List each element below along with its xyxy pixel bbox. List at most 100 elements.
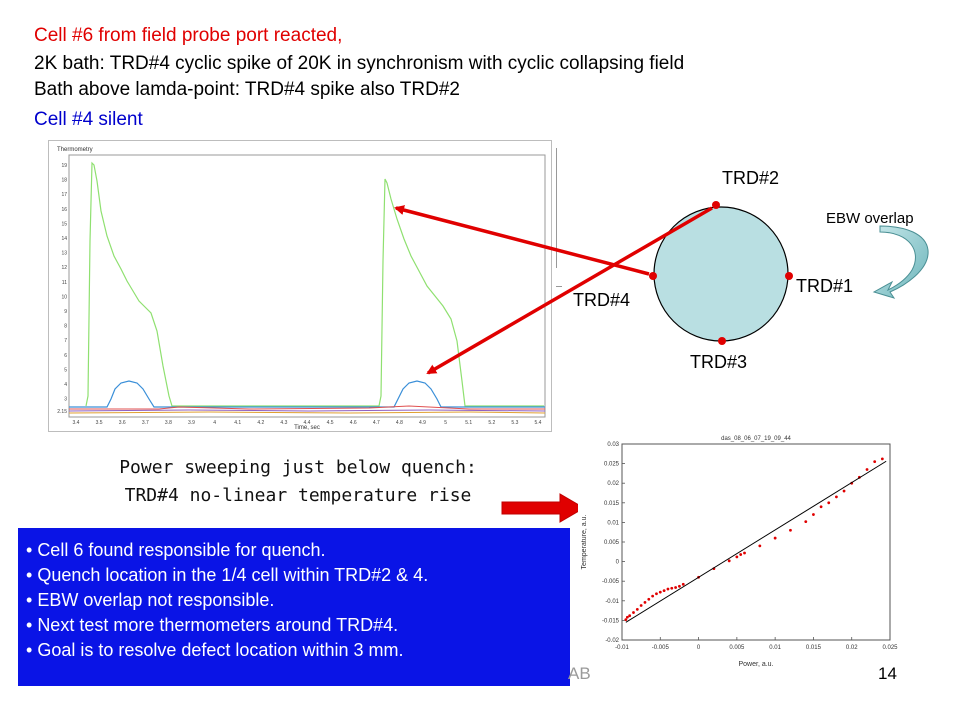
chart-point <box>880 457 884 461</box>
chart-point <box>643 600 647 604</box>
caption-line-1: Power sweeping just below quench: <box>119 457 477 478</box>
thermometry-x-tick-label: 4.9 <box>419 420 426 426</box>
thermometry-x-tick-label: 5.1 <box>465 420 472 426</box>
trd2-marker <box>712 201 720 209</box>
thermometry-x-tick-label: 3.5 <box>96 420 103 426</box>
thermometry-y-tick-label: 7 <box>64 338 67 344</box>
thermometry-x-tick-label: 3.9 <box>188 420 195 426</box>
chart-point <box>812 513 815 516</box>
chart-point <box>632 611 635 614</box>
thermometry-y-tick-label: 5 <box>64 367 67 373</box>
chart-point <box>773 536 777 540</box>
baseline-trace-orange <box>68 411 546 414</box>
chart-point <box>827 501 831 505</box>
chart-x-tick-label: 0 <box>697 645 701 651</box>
thermometry-plot-area <box>68 154 546 418</box>
thermometry-x-tick-label: 3.7 <box>142 420 149 426</box>
thermometry-y-tick-label: 12 <box>61 265 67 271</box>
chart-point <box>624 618 628 622</box>
thermometry-x-tick-label: 4.1 <box>234 420 241 426</box>
summary-bullet: • Next test more thermometers around TRD… <box>26 615 399 635</box>
thermometry-y-tick-label: 6 <box>64 353 67 359</box>
footer-fragment: AB <box>568 664 591 683</box>
trd2-label: TRD#2 <box>722 168 780 188</box>
summary-bullet: • EBW overlap not responsible. <box>26 590 275 610</box>
chart-y-tick-label: -0.005 <box>602 579 620 585</box>
summary-box: • Cell 6 found responsible for quench. •… <box>18 528 570 686</box>
chart-point <box>835 495 838 499</box>
thermometry-x-tick-label: 4.2 <box>257 420 264 426</box>
chart-x-tick-label: 0.015 <box>806 645 822 651</box>
chart-point <box>639 604 643 607</box>
thermometry-y-tick-label: 9 <box>64 309 67 315</box>
cell-circle <box>653 206 789 342</box>
chart-point <box>819 505 823 509</box>
trd2-temperature-trace <box>69 380 545 408</box>
summary-bullet: • Cell 6 found responsible for quench. <box>26 540 326 560</box>
chart-point <box>681 582 685 586</box>
thermometry-x-tick-label: 4.8 <box>396 420 403 426</box>
chart-y-tick-label: 0.03 <box>607 442 619 448</box>
chart-y-tick-label: -0.015 <box>602 618 620 624</box>
chart-point <box>625 615 629 619</box>
thermometry-x-tick-label: 4.4 <box>304 420 311 426</box>
trd1-label: TRD#1 <box>796 276 854 296</box>
thermometry-y-tick-label: 11 <box>62 280 67 286</box>
chart-x-tick-label: -0.01 <box>615 645 629 651</box>
trd3-marker <box>718 337 726 345</box>
chart-point <box>655 592 658 596</box>
chart-point <box>873 460 877 464</box>
plot-bracket-line <box>556 148 557 268</box>
chart-y-tick-label: 0.005 <box>604 540 620 546</box>
header-line-2: 2K bath: TRD#4 cyclic spike of 20K in sy… <box>34 53 685 74</box>
chart-point <box>658 590 662 594</box>
chart-point <box>842 489 846 493</box>
thermometry-y-tick-label: 14 <box>61 236 67 242</box>
chart-point <box>865 468 869 471</box>
thermometry-y-tick-label: 3 <box>64 397 67 403</box>
chart-title: das_08_06_07_19_09_44 <box>721 436 791 442</box>
chart-y-tick-label: -0.01 <box>605 599 619 605</box>
chart-point <box>662 589 666 593</box>
chart-point <box>651 594 655 598</box>
thermometry-x-tick-label: 3.6 <box>119 420 126 426</box>
trd3-label: TRD#3 <box>690 352 748 372</box>
thermometry-x-tick-label: 4 <box>213 420 216 426</box>
thermometry-x-tick-label: 4.7 <box>373 420 380 426</box>
chart-xlabel: Power, a.u. <box>738 661 773 668</box>
chart-point <box>628 614 632 618</box>
trd1-marker <box>785 272 793 280</box>
thermometry-plot: Thermometry 2.15 3 4 5 6 7 8 9 10 11 12 13 14 15 16 17 1… <box>48 140 552 432</box>
chart-fit-line <box>625 460 887 623</box>
power-temperature-chart: das_08_06_07_19_09_44 -0.01 -0.005 0 0.005 0… <box>578 432 916 672</box>
header-line-1: Cell #6 from field probe port reacted, <box>34 25 343 46</box>
chart-y-tick-label: 0.01 <box>607 520 619 526</box>
chart-point <box>678 584 681 588</box>
chart-y-tick-label: 0.02 <box>607 481 619 487</box>
thermometry-y-tick-label: 2.15 <box>57 409 67 415</box>
thermometry-x-tick-label: 5 <box>444 420 447 426</box>
thermometry-x-tick-label: 3.8 <box>165 420 172 426</box>
thermometry-x-tick-label: 4.5 <box>327 420 334 426</box>
thermometry-x-tick-label: 3.4 <box>73 420 80 426</box>
thermometry-y-tick-label: 15 <box>61 221 67 227</box>
chart-point <box>735 555 739 559</box>
chart-y-tick-label: 0 <box>616 560 620 566</box>
chart-point <box>670 586 674 590</box>
chart-point <box>758 544 762 548</box>
thermometry-y-tick-label: 8 <box>64 324 67 330</box>
thermometry-x-tick-label: 5.2 <box>488 420 495 426</box>
chart-x-tick-label: 0.025 <box>882 645 898 651</box>
trd4-label: TRD#4 <box>573 290 631 310</box>
chart-point <box>743 551 746 555</box>
thermometry-y-tick-label: 17 <box>61 192 67 198</box>
chart-x-tick-label: 0.005 <box>729 645 745 651</box>
chart-point <box>739 553 743 556</box>
thermometry-x-tick-label: 5.4 <box>535 420 542 426</box>
header-line-4: Cell #4 silent <box>34 109 143 130</box>
trd4-marker <box>649 272 657 280</box>
chart-y-tick-label: 0.025 <box>604 462 620 468</box>
chart-point <box>804 520 808 524</box>
thermometry-y-tick-label: 18 <box>61 178 67 184</box>
ebw-overlap-label: EBW overlap <box>826 210 914 227</box>
